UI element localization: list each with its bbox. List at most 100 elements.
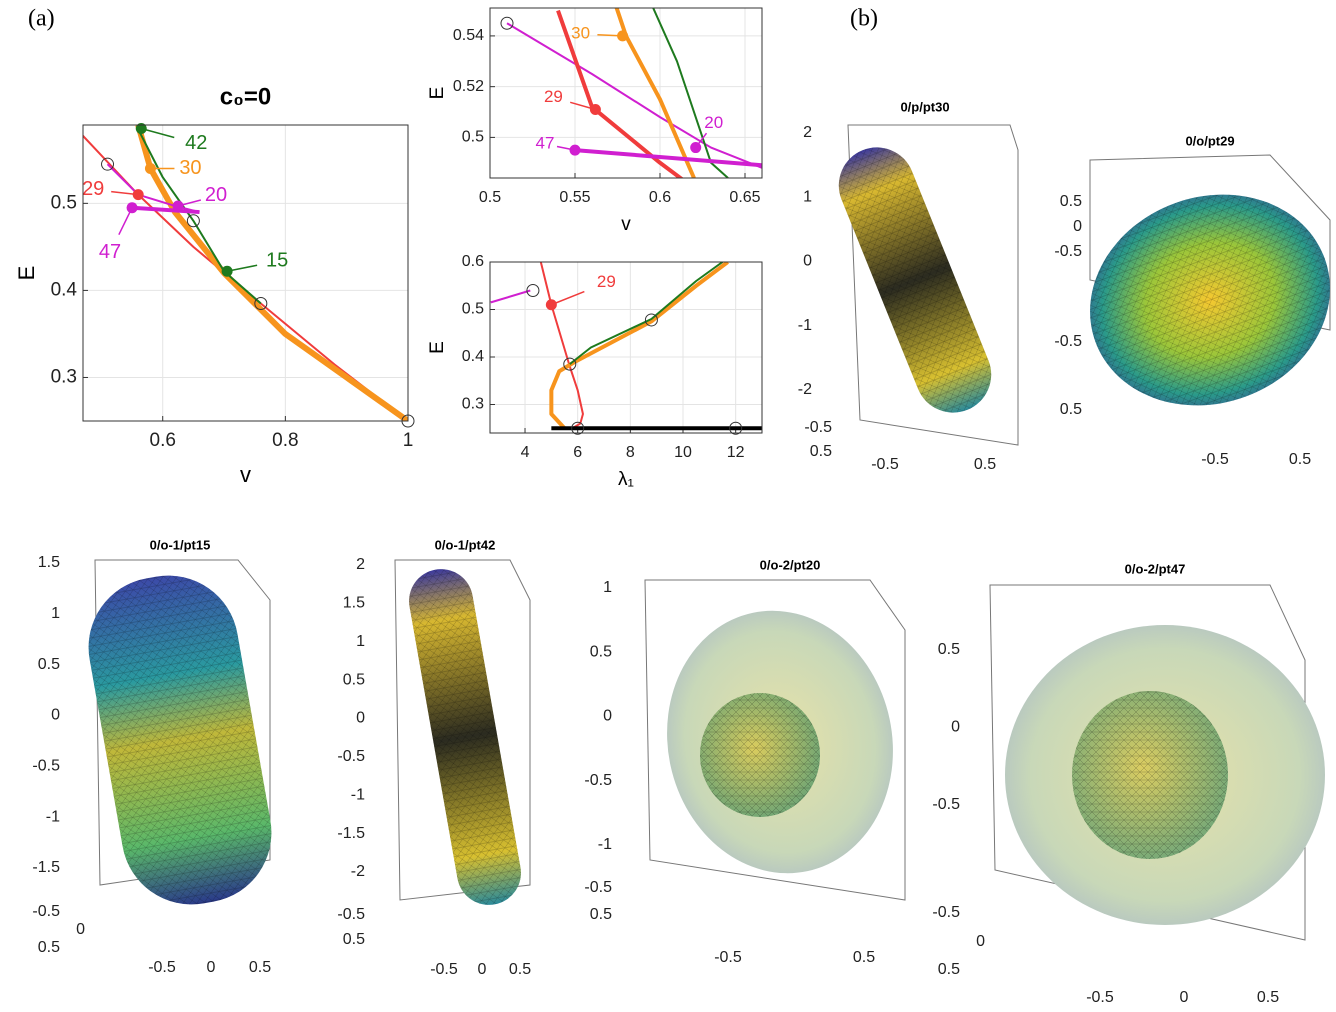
z-tick-label: 0 — [603, 708, 612, 725]
z-tick-label: 0.5 — [1060, 193, 1082, 210]
x-tick-label: 4 — [521, 444, 530, 461]
mesh-plot: 0/o-2/pt20 1 0.5 0 -0.5 -1 -0.5 0.5 -0.5 0.5 — [584, 557, 906, 966]
z-tick-label: 0 — [951, 719, 960, 736]
z-tick-label: -1.5 — [32, 859, 60, 876]
series-line — [490, 289, 531, 304]
z-tick-label: 0.5 — [343, 671, 365, 688]
annotation-label: 15 — [266, 250, 288, 272]
y-tick-label: 0.3 — [51, 366, 77, 387]
mesh-wireframe — [700, 693, 820, 817]
x-tick-label: 0 — [478, 961, 487, 978]
panel-label: (a) — [28, 6, 55, 32]
y-tick-label: -0.5 — [32, 903, 60, 920]
y-tick-label: -0.5 — [337, 906, 365, 923]
plot-frame — [489, 261, 763, 434]
annotation-label: 47 — [536, 134, 555, 153]
chart-title: c₀=0 — [220, 83, 272, 110]
z-tick-label: -2 — [351, 863, 365, 880]
annotation-label: 20 — [205, 184, 227, 206]
y-tick-label: 0.5 — [938, 961, 960, 978]
z-tick-label: 0.5 — [590, 643, 612, 660]
z-tick-label: 1 — [603, 579, 612, 596]
y-tick-label: 0.6 — [462, 253, 484, 270]
z-tick-label: 0 — [1073, 218, 1082, 235]
x-axis-label: v — [240, 462, 251, 487]
y-tick-label: -0.5 — [932, 904, 960, 921]
y-tick-label: -0.5 — [804, 419, 832, 436]
x-tick-label: -0.5 — [430, 961, 458, 978]
annotation-point — [132, 189, 144, 201]
x-tick-label: -0.5 — [1086, 989, 1114, 1006]
x-tick-label: 0.5 — [853, 949, 875, 966]
z-tick-label: -1 — [598, 836, 612, 853]
mesh-plot: 0/p/pt30 2 1 0 -1 -2 -0.5 0.5 -0.5 0.5 — [798, 99, 1019, 473]
z-tick-label: -1 — [46, 808, 60, 825]
annotation-point — [617, 30, 629, 42]
annotation-point — [589, 103, 601, 115]
y-tick-label: 0.52 — [453, 78, 484, 95]
z-tick-label: 2 — [356, 556, 365, 573]
y-tick-label: 0.54 — [453, 27, 484, 44]
z-tick-label: -0.5 — [584, 772, 612, 789]
annotation-label: 42 — [185, 132, 207, 154]
y-tick-label: -0.5 — [1054, 333, 1082, 350]
z-tick-label: -0.5 — [932, 796, 960, 813]
bifurcation-point — [526, 284, 540, 297]
bifurcation-point — [729, 421, 743, 435]
series-line — [549, 262, 729, 430]
mesh-title: 0/o-1/pt15 — [150, 537, 211, 552]
z-tick-label: -0.5 — [1054, 243, 1082, 260]
y-tick-label: 0.5 — [590, 906, 612, 923]
x-tick-label: 0.5 — [509, 961, 531, 978]
plot-area — [490, 262, 762, 433]
y-tick-label: 0.5 — [462, 129, 484, 146]
x-tick-label: -0.5 — [148, 959, 176, 976]
bifurcation-point — [644, 313, 658, 327]
mesh-title: 0/o/pt29 — [1185, 133, 1234, 148]
z-tick-label: 1 — [356, 633, 365, 650]
bifurcation-point — [254, 296, 268, 310]
y-tick-label: 0.5 — [38, 939, 60, 956]
panel-label: (b) — [850, 6, 878, 32]
z-tick-label: -1 — [351, 786, 365, 803]
x-tick-label: 12 — [727, 444, 745, 461]
y-axis-label: E — [427, 341, 448, 354]
x-axis-label: λ₁ — [618, 469, 634, 490]
mesh-wireframe — [409, 569, 521, 905]
annotation-label: 20 — [704, 113, 723, 132]
series-line — [83, 134, 408, 421]
axis-box — [1089, 154, 1331, 331]
annotation-point — [690, 142, 702, 154]
annotation-point — [569, 144, 581, 156]
x-tick-label: 0.65 — [729, 189, 760, 206]
axis-box — [394, 559, 531, 901]
series-line — [137, 128, 262, 305]
y-tick-label: 0 — [976, 933, 985, 950]
x-tick-label: -0.5 — [1201, 451, 1229, 468]
mesh-wireframe — [88, 575, 272, 905]
annotation-label: 47 — [99, 241, 121, 263]
x-tick-label: 0.5 — [479, 189, 501, 206]
y-tick-label: 0 — [76, 921, 85, 938]
z-tick-label: -2 — [798, 381, 812, 398]
x-tick-label: 0.8 — [272, 430, 298, 451]
series-line — [556, 9, 684, 178]
z-tick-label: 0 — [803, 253, 812, 270]
x-tick-label: 10 — [674, 444, 692, 461]
annotation-label: 30 — [179, 157, 201, 179]
z-tick-label: 1.5 — [343, 595, 365, 612]
mesh-title: 0/o-2/pt47 — [1125, 561, 1186, 576]
x-tick-label: 0.5 — [249, 959, 271, 976]
axis-box — [94, 559, 271, 886]
series-line — [569, 262, 724, 365]
y-axis-label: E — [14, 266, 39, 281]
z-tick-label: 0 — [51, 707, 60, 724]
series-line — [106, 163, 200, 214]
mesh-wireframe — [838, 147, 992, 413]
x-tick-label: 0.6 — [150, 430, 176, 451]
annotation-label: 30 — [571, 23, 590, 42]
y-tick-label: 0.5 — [1060, 401, 1082, 418]
z-tick-label: 1 — [51, 605, 60, 622]
y-axis-label: E — [427, 87, 448, 100]
